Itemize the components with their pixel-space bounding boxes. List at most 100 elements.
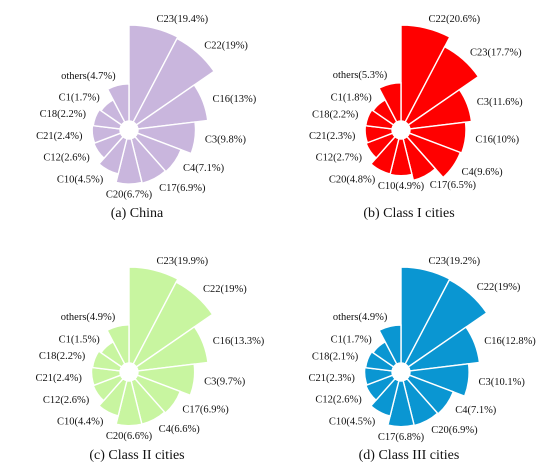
slice-label-others: others(4.9%) [61, 312, 116, 323]
rose-slice-c12 [92, 374, 125, 402]
slice-label-c18: C18(2.1%) [312, 351, 359, 362]
slice-label-c12: C12(2.6%) [315, 395, 362, 406]
slice-label-c17: C17(6.9%) [182, 404, 229, 415]
slice-label-c4: C4(6.6%) [159, 424, 201, 435]
slice-label-c20: C20(4.8%) [329, 175, 376, 186]
rose-slice-c21 [363, 366, 394, 386]
slice-label-c23: C23(19.2%) [429, 256, 481, 267]
slice-label-c20: C20(6.7%) [106, 190, 153, 201]
rose-chart-class-iii-cities: C23(19.2%) C22(19%) C16(12.8%) C3(10.1%) C4(… [309, 256, 537, 463]
slice-label-c3: C3(9.8%) [205, 135, 247, 146]
rose-slice-c10 [98, 135, 128, 175]
slice-label-c22: C22(19%) [203, 284, 247, 295]
rose-slice-c21 [90, 366, 122, 387]
slice-label-c16: C16(12.8%) [484, 336, 536, 347]
slice-label-c10: C10(4.4%) [57, 416, 104, 427]
rose-slice-others [106, 324, 130, 365]
rose-slice-c20 [115, 379, 143, 427]
slice-label-c20: C20(6.9%) [431, 425, 478, 436]
slice-label-c18: C18(2.2%) [40, 109, 87, 120]
rose-slice-c4 [133, 132, 182, 173]
rose-slice-c18 [364, 350, 395, 372]
rose-slice-c10 [98, 377, 128, 417]
slice-label-c1: C1(1.7%) [59, 93, 101, 104]
rose-slice-c22 [132, 281, 214, 368]
chart-caption: (c) Class II cities [89, 448, 184, 463]
rose-slice-c18 [364, 108, 395, 130]
slice-label-c22: C22(19%) [204, 41, 248, 52]
slice-label-c16: C16(13%) [213, 94, 257, 105]
rose-slice-c4 [405, 132, 462, 179]
slice-label-c21: C21(2.3%) [309, 131, 356, 142]
rose-slice-c12 [365, 132, 397, 159]
slice-label-c1: C1(1.7%) [331, 335, 373, 346]
slice-label-c17: C17(6.9%) [159, 183, 206, 194]
rose-slice-c20 [369, 135, 400, 175]
rose-slice-c12 [92, 132, 125, 160]
rose-slice-c22 [404, 278, 488, 368]
chart-caption: (a) China [111, 206, 164, 221]
rose-slice-others [378, 82, 402, 123]
slice-label-c12: C12(2.6%) [43, 153, 90, 164]
rose-slice-c23 [404, 45, 480, 126]
rose-slice-c23 [128, 266, 179, 365]
rose-slice-c23 [128, 24, 179, 123]
slice-label-c21: C21(2.4%) [36, 131, 83, 142]
slice-label-c1: C1(1.8%) [331, 93, 373, 104]
rose-slice-c16 [135, 325, 209, 372]
rose-chart-class-i-cities: C22(20.6%) C23(17.7%) C3(11.6%) C16(10%) C4(… [309, 14, 523, 221]
chart-caption: (b) Class I cities [363, 206, 454, 221]
slice-label-c22: C22(19%) [477, 282, 521, 293]
rose-slice-c22 [132, 37, 216, 126]
slice-label-others: others(4.7%) [61, 71, 116, 82]
rose-slice-c3 [136, 121, 197, 155]
rose-slice-c21 [91, 124, 122, 144]
rose-slice-c16 [407, 326, 481, 372]
slice-label-c23: C23(19.4%) [157, 14, 209, 25]
slice-label-c21: C21(2.4%) [36, 373, 83, 384]
rose-slice-c18 [91, 350, 123, 372]
slice-label-c3: C3(11.6%) [477, 97, 523, 108]
rose-slice-c22 [400, 24, 451, 123]
slice-label-c23: C23(19.9%) [157, 256, 209, 267]
slice-label-c16: C16(10%) [475, 135, 519, 146]
slice-label-c18: C18(2.2%) [39, 351, 86, 362]
chart-caption: (d) Class III cities [359, 448, 460, 463]
slice-label-c10: C10(4.5%) [329, 417, 376, 428]
rose-slice-c4 [405, 374, 455, 415]
rose-slice-c20 [115, 137, 143, 185]
slice-label-c22: C22(20.6%) [429, 14, 481, 25]
slice-label-c17: C17(6.5%) [430, 180, 477, 191]
rose-slice-c23 [400, 266, 451, 365]
slice-label-c4: C4(7.1%) [183, 163, 225, 174]
slice-label-c3: C3(10.1%) [479, 377, 526, 388]
rose-slice-others [106, 83, 130, 123]
slice-label-c20: C20(6.6%) [106, 431, 153, 442]
slice-label-c21: C21(2.3%) [309, 373, 356, 384]
slice-label-c4: C4(9.6%) [462, 167, 504, 178]
rose-slice-c17 [133, 374, 182, 415]
slice-label-c12: C12(2.6%) [43, 395, 90, 406]
rose-slice-c3 [407, 88, 473, 130]
rose-chart-china: C23(19.4%) C22(19%) C16(13%) C3(9.8%) C4(7.1… [36, 14, 257, 221]
rose-slice-others [378, 324, 402, 365]
slice-label-c10: C10(4.5%) [57, 174, 104, 185]
slice-label-c3: C3(9.7%) [204, 377, 246, 388]
rose-slice-c17 [387, 379, 415, 428]
slice-label-c23: C23(17.7%) [470, 48, 522, 59]
slice-label-others: others(5.3%) [333, 70, 388, 81]
slice-label-c16: C16(13.3%) [213, 336, 265, 347]
rose-slice-c3 [136, 363, 196, 397]
rose-slice-c10 [369, 377, 400, 417]
slice-label-c1: C1(1.5%) [59, 335, 101, 346]
rose-slice-c18 [92, 108, 123, 130]
slice-label-c17: C17(6.8%) [378, 432, 425, 443]
slice-label-c10: C10(4.9%) [378, 181, 425, 192]
rose-slice-c12 [364, 374, 397, 402]
slice-label-c4: C4(7.1%) [455, 405, 497, 416]
rose-slice-c3 [408, 363, 470, 398]
slice-label-c18: C18(2.2%) [312, 109, 359, 120]
rose-slice-c16 [135, 83, 209, 130]
rose-chart-class-ii-cities: C23(19.9%) C22(19%) C16(13.3%) C3(9.7%) C17(… [36, 256, 265, 463]
